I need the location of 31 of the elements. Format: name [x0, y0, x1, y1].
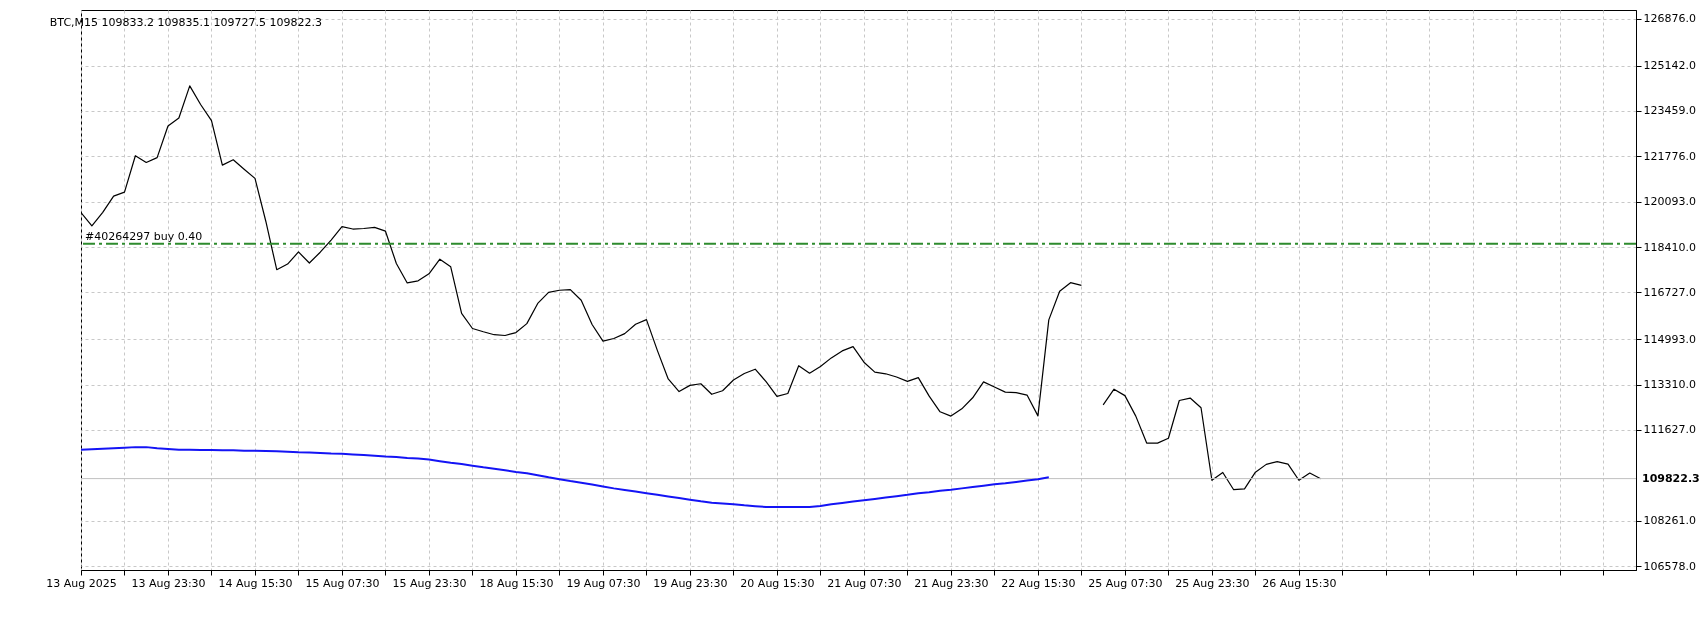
x-tick-label: 13 Aug 23:30 [131, 576, 206, 590]
x-tick-label: 25 Aug 07:30 [1088, 576, 1163, 590]
y-tick-label: 123459.0 [1643, 104, 1696, 118]
y-tick-label: 116727.0 [1643, 285, 1696, 299]
x-tick-label: 15 Aug 07:30 [305, 576, 380, 590]
x-tick-label: 20 Aug 15:30 [740, 576, 815, 590]
text: BTC,M15 109833.2 109835.1 109727.5 109822.3 [49, 16, 322, 29]
x-tick-label: 21 Aug 07:30 [827, 576, 902, 590]
x-tick-label: 13 Aug 2025 [46, 576, 117, 590]
ref-line-label: #40264297 buy 0.40 [85, 229, 203, 243]
y-tick-label: 120093.0 [1643, 195, 1696, 209]
x-tick-label: 22 Aug 15:30 [1001, 576, 1076, 590]
x-tick-label: 15 Aug 23:30 [392, 576, 467, 590]
x-tick-label: 14 Aug 15:30 [218, 576, 293, 590]
x-tick-label: 19 Aug 23:30 [653, 576, 728, 590]
x-tick-label: 26 Aug 15:30 [1262, 576, 1337, 590]
x-tick-label: 18 Aug 15:30 [479, 576, 554, 590]
y-tick-label: 118410.0 [1643, 240, 1696, 254]
y-tick-label: 114993.0 [1643, 332, 1696, 346]
y-tick-label: 108261.0 [1643, 514, 1696, 528]
x-tick-label: 19 Aug 07:30 [566, 576, 641, 590]
x-tick-label: 21 Aug 23:30 [914, 576, 989, 590]
line-series [81, 446, 1050, 508]
y-tick-label: 113310.0 [1643, 378, 1696, 392]
y-tick-label: 126876.0 [1643, 12, 1696, 26]
x-tick-label: 25 Aug 23:30 [1175, 576, 1250, 590]
y-tick-label: 125142.0 [1643, 59, 1696, 73]
y-tick-label: 111627.0 [1643, 423, 1696, 437]
y-tick-label: 106578.0 [1643, 559, 1696, 573]
ref-line-label: 109822.3 [1642, 471, 1700, 485]
y-tick-label: 121776.0 [1643, 149, 1696, 163]
